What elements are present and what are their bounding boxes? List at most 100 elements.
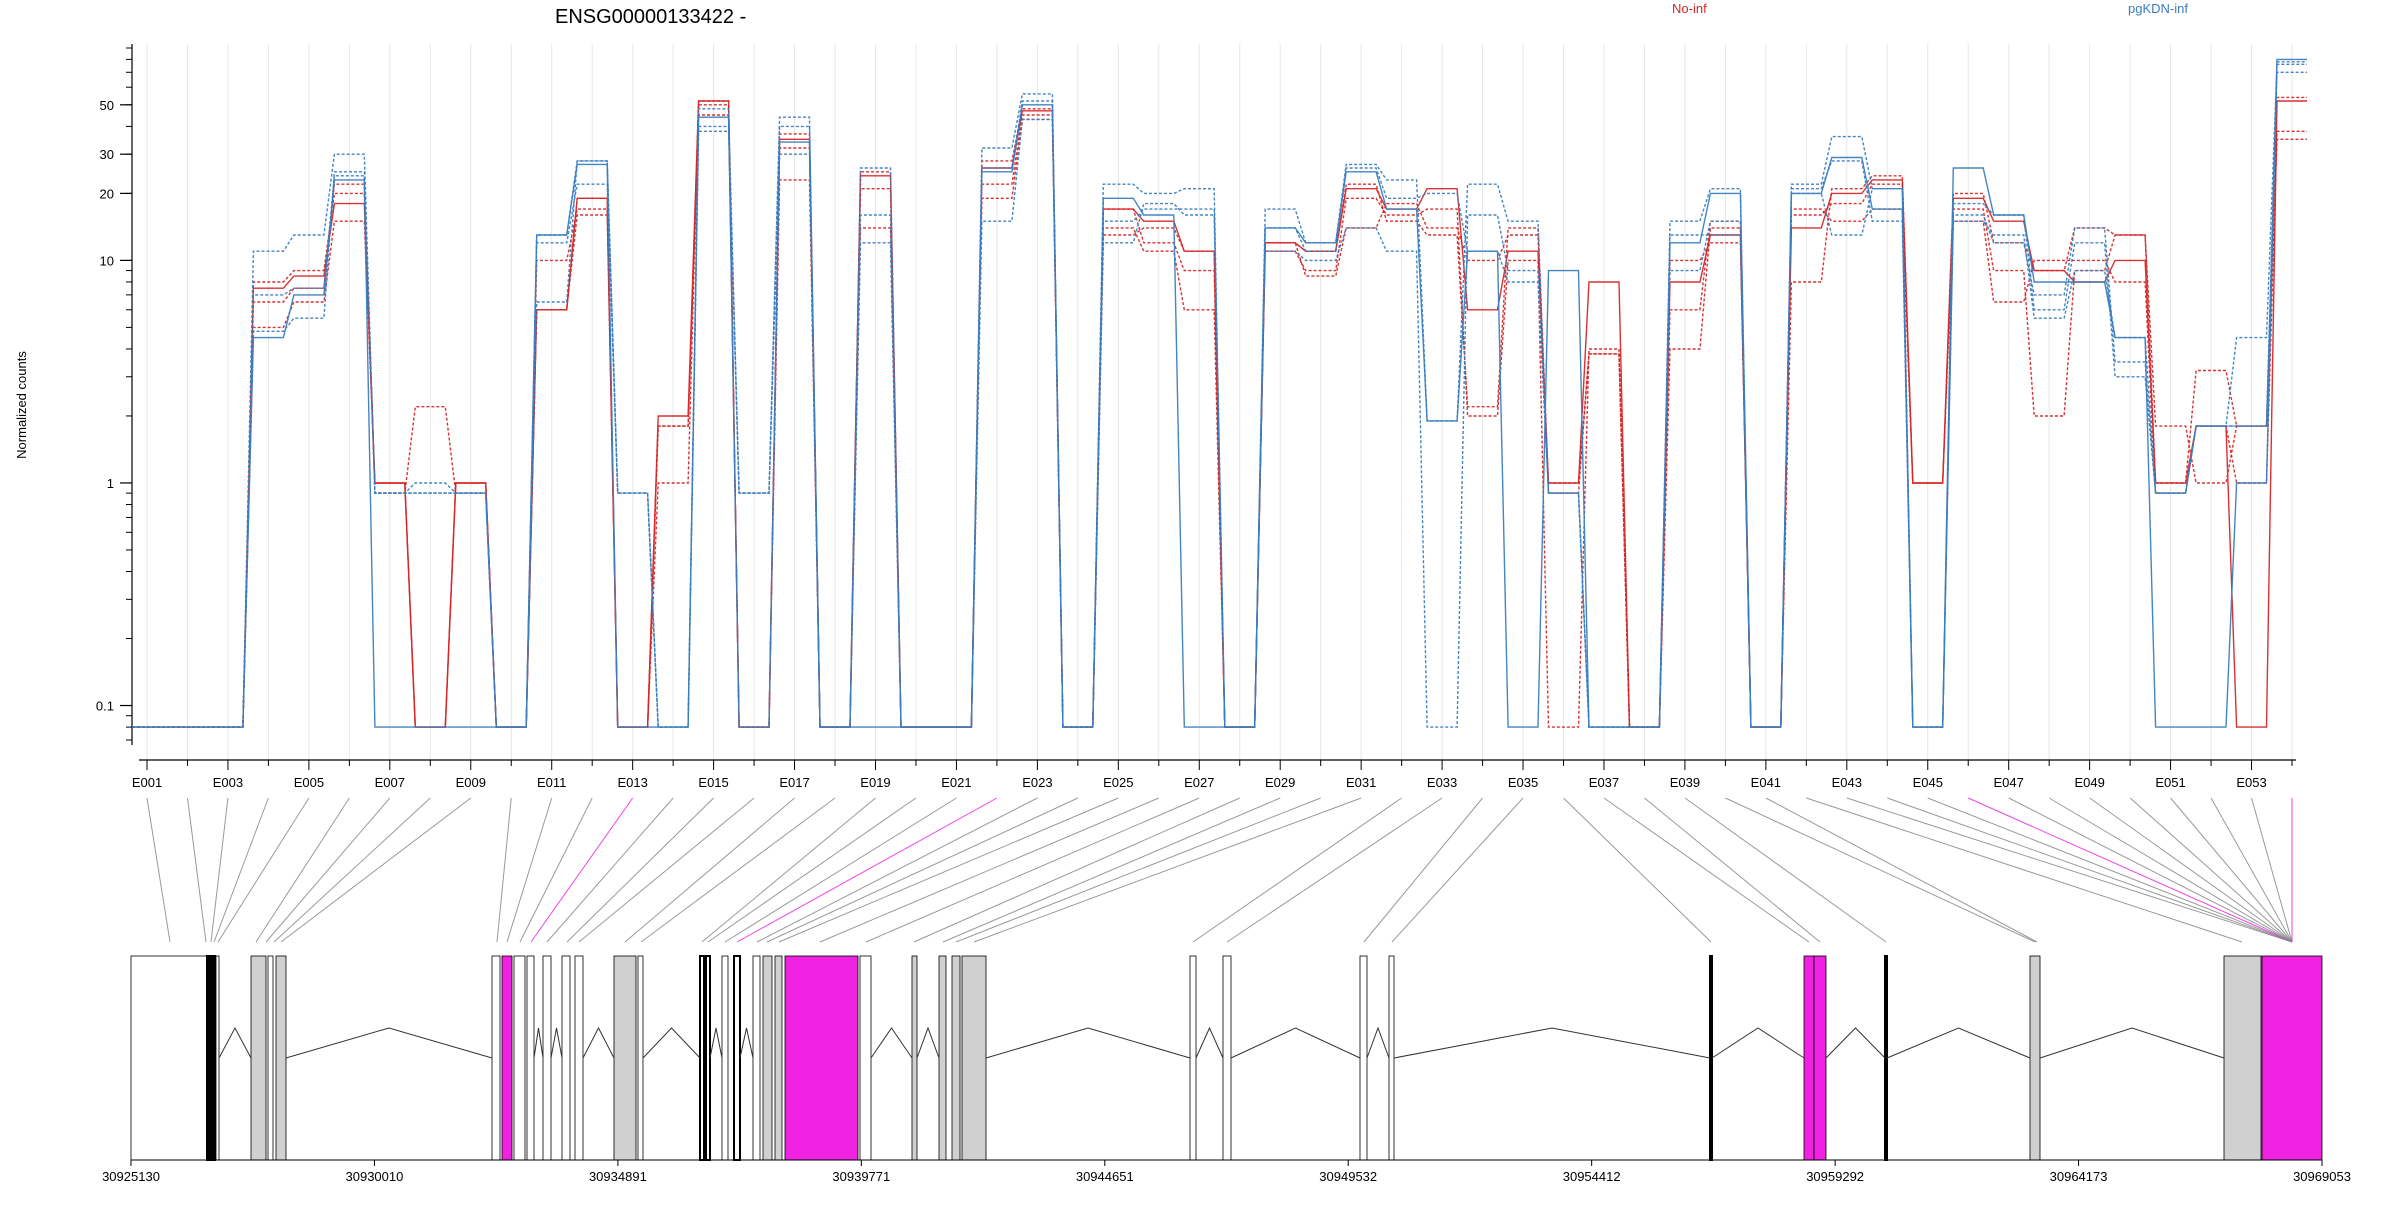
exon-connector — [546, 797, 674, 943]
exon-box — [215, 955, 220, 1161]
y-tick-label: 1 — [107, 476, 114, 491]
x-tick-label: E035 — [1508, 775, 1538, 790]
intron-line — [1711, 1027, 1805, 1059]
exon-connector — [640, 797, 836, 943]
x-tick-label: E037 — [1589, 775, 1619, 790]
exon-connector — [519, 797, 593, 943]
intron-line — [218, 1026, 252, 1059]
exon-box — [951, 955, 961, 1161]
intron-line — [985, 1027, 1191, 1059]
intron-line — [1366, 1026, 1390, 1059]
exon-connector — [756, 797, 1038, 943]
exon-box — [561, 955, 571, 1161]
exon-connector — [1725, 797, 2036, 943]
coordinate-label: 30939771 — [832, 1169, 890, 1184]
exon-connector — [1363, 797, 1483, 943]
series-line-pgkdn-inf — [132, 71, 2307, 728]
exon-box — [1709, 955, 1713, 1161]
series-line-pgkdn-inf — [132, 58, 2307, 728]
exon-box — [752, 955, 761, 1161]
exon-box — [212, 955, 216, 1161]
exon-box — [1388, 955, 1395, 1161]
exon-connector — [973, 797, 1362, 943]
coordinate-label: 30944651 — [1076, 1169, 1134, 1184]
y-tick-label: 0.1 — [96, 699, 114, 714]
x-tick-label: E015 — [698, 775, 728, 790]
exon-connector — [496, 797, 512, 943]
x-axis: E001 E003 E005 E007 E009 E011 E013 E015 E017 E019… — [132, 759, 2296, 790]
exon-connector — [2170, 797, 2293, 943]
exon-box — [961, 955, 987, 1161]
exon-box — [1189, 955, 1197, 1161]
x-tick-label: E027 — [1184, 775, 1214, 790]
exon-box — [733, 955, 741, 1161]
x-tick-label: E005 — [294, 775, 324, 790]
exon-connector — [1603, 797, 1810, 943]
x-tick-label: E003 — [213, 775, 243, 790]
exon-connector — [506, 797, 553, 943]
exon-connector — [1192, 797, 1402, 943]
x-tick-label: E043 — [1832, 775, 1862, 790]
x-tick-label: E031 — [1346, 775, 1376, 790]
x-tick-label: E033 — [1427, 775, 1457, 790]
exon-connector — [566, 797, 714, 943]
exon-box — [513, 955, 526, 1161]
gene-model — [130, 955, 2323, 1161]
series-line-pgkdn-inf — [132, 61, 2307, 728]
exon-connector — [766, 797, 1079, 943]
intron-line — [533, 1027, 544, 1059]
legend-no-inf: No-inf — [1672, 1, 1707, 16]
exon-connector — [913, 797, 1240, 943]
coordinate-label: 30925130 — [102, 1169, 160, 1184]
coordinate-label: 30949532 — [1319, 1169, 1377, 1184]
x-tick-label: E011 — [537, 775, 566, 790]
exon-box — [762, 955, 773, 1161]
intron-line — [1393, 1027, 1711, 1059]
x-tick-label: E023 — [1022, 775, 1052, 790]
genomic-coordinate-axis: 30925130 30930010 30934891 30939771 30944651… — [102, 1159, 2351, 1184]
exon-connector — [819, 797, 1159, 943]
exon-box — [784, 955, 859, 1161]
coordinate-label: 30959292 — [1806, 1169, 1864, 1184]
exon-connector — [2251, 797, 2293, 943]
exon-box — [501, 955, 513, 1161]
exon-box — [267, 955, 274, 1161]
x-tick-label: E053 — [2236, 775, 2266, 790]
exon-connector — [578, 797, 755, 943]
intron-line — [739, 1027, 754, 1059]
exon-connectors — [146, 797, 2293, 943]
x-tick-label: E009 — [456, 775, 486, 790]
exon-connector — [255, 797, 350, 943]
exon-box — [491, 955, 501, 1161]
exon-connector — [955, 797, 1321, 943]
x-tick-label: E019 — [860, 775, 890, 790]
exon-connector — [146, 797, 171, 943]
x-tick-label: E045 — [1913, 775, 1943, 790]
exon-box — [526, 955, 535, 1161]
exon-connector — [217, 797, 310, 943]
exon-connector — [1765, 797, 2038, 943]
x-tick-label: E021 — [941, 775, 971, 790]
intron-line — [709, 1027, 723, 1059]
intron-line — [1825, 1027, 1886, 1059]
exon-connector — [2089, 797, 2293, 943]
y-axis-label: Normalized counts — [14, 351, 29, 459]
exon-box — [637, 955, 644, 1161]
exon-connector — [1684, 797, 1887, 943]
coordinate-label: 30954412 — [1563, 1169, 1621, 1184]
exon-connector — [280, 797, 472, 943]
exon-connector — [1563, 797, 1712, 943]
exon-connector — [707, 797, 917, 943]
exon-connector — [1226, 797, 1443, 943]
exon-connector — [624, 797, 795, 943]
series-line-no-inf — [132, 114, 2307, 728]
exon-box — [206, 955, 210, 1161]
exon-box — [911, 955, 918, 1161]
exon-box — [938, 955, 947, 1161]
intron-line — [582, 1026, 615, 1059]
exon-box — [859, 955, 872, 1161]
exon-box — [613, 955, 637, 1161]
intron-line — [642, 1027, 701, 1059]
exon-box — [721, 955, 729, 1161]
